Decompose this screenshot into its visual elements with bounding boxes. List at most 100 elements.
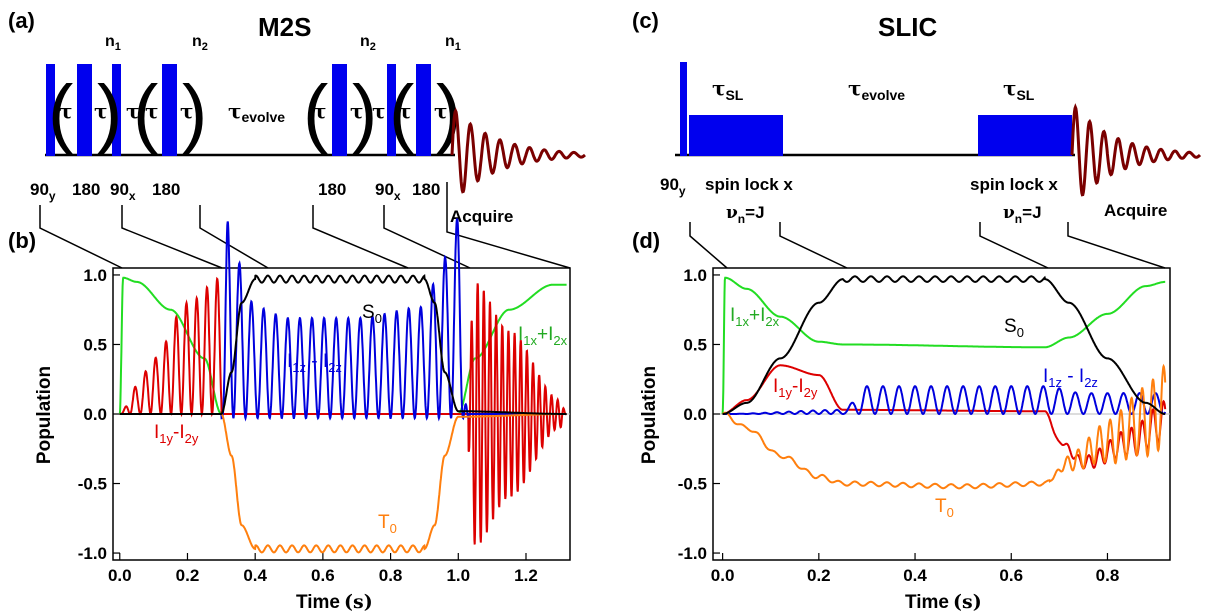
connector-c4 xyxy=(1067,222,1166,269)
tau-sl-1: τSL xyxy=(712,76,744,103)
label-90y-c: 90y xyxy=(660,175,686,198)
panel-a-title: M2S xyxy=(258,12,311,42)
ytick-label: -0.5 xyxy=(678,475,707,494)
ylabel-d: Population xyxy=(639,366,660,464)
plot-b-ticks: 0.0 0.2 0.4 0.6 0.8 1.0 1.2 1.0 0.5 0.0 -0.5 -1.0 xyxy=(78,266,538,585)
fid-signal-a xyxy=(450,107,586,194)
label-acquire-a: Acquire xyxy=(450,207,513,226)
spin-lock-block-2 xyxy=(978,115,1072,156)
ytick-label: 1.0 xyxy=(83,266,107,285)
connector-a1 xyxy=(39,205,123,269)
label-90x-a2: 90x xyxy=(375,180,401,203)
legend-d-Iy: I1y-I2y xyxy=(773,376,818,400)
xtick-label: 0.2 xyxy=(807,566,831,585)
bracket-close-2: ) xyxy=(182,70,207,155)
connector-a3 xyxy=(199,205,269,269)
tau-a6: τ xyxy=(313,99,326,123)
tau-a3: τ xyxy=(126,99,139,123)
label-180-a4: 180 xyxy=(412,180,440,199)
series-d-T0 xyxy=(721,363,1167,490)
panel-c-letter: (c) xyxy=(632,8,659,33)
xlabel-b: Time (s) xyxy=(296,591,373,613)
legend-d-T0: T0 xyxy=(935,496,954,520)
label-nu-2: νn=J xyxy=(1003,203,1042,226)
panel-c-title: SLIC xyxy=(878,12,937,42)
xtick-label: 0.4 xyxy=(903,566,927,585)
n2-label-b: n2 xyxy=(360,33,376,53)
panel-b-letter: (b) xyxy=(8,228,36,253)
bracket-open-2: ( xyxy=(133,70,158,155)
tau-evolve-a: τevolve xyxy=(228,99,285,125)
series-d-Ix xyxy=(721,276,1166,415)
n1-label-a: n1 xyxy=(105,33,121,53)
bracket-close-1: ) xyxy=(97,70,122,155)
legend-b-T0: T0 xyxy=(378,512,397,536)
legend-b-S0: S0 xyxy=(362,302,382,326)
ytick-label: -1.0 xyxy=(678,544,707,563)
pulse-90x-a1 xyxy=(112,64,121,156)
bracket-close-3: ) xyxy=(352,70,377,155)
connector-c2 xyxy=(779,222,848,269)
connector-lines xyxy=(39,205,1166,269)
xtick-label: 1.0 xyxy=(446,566,470,585)
ytick-label: 1.0 xyxy=(683,266,707,285)
label-180-a2: 180 xyxy=(152,180,180,199)
bracket-open-3: ( xyxy=(303,70,328,155)
slic-sequence: τSL τSL τevolve 90y spin lock x spin loc… xyxy=(660,62,1202,226)
tau-a1: τ xyxy=(59,99,72,123)
legend-d-Iz: I1z - I2z xyxy=(1043,366,1098,390)
bracket-open-4: ( xyxy=(389,70,414,155)
connector-c1 xyxy=(689,222,728,269)
label-180-a3: 180 xyxy=(318,180,346,199)
ytick-label: 0.5 xyxy=(83,335,107,354)
label-90x-a1: 90x xyxy=(110,180,136,203)
spin-lock-block-1 xyxy=(689,115,783,156)
plot-d: 0.0 0.2 0.4 0.6 0.8 1.0 0.5 0.0 -0.5 -1.0 S0 T0 I… xyxy=(639,266,1171,613)
panel-d-letter: (d) xyxy=(632,228,660,253)
tau-a9: τ xyxy=(398,99,411,123)
pulse-90y-a xyxy=(46,64,55,156)
label-nu-1: νn=J xyxy=(726,203,765,226)
series-b-S0 xyxy=(119,274,567,415)
plot-d-ticks: 0.0 0.2 0.4 0.6 0.8 1.0 0.5 0.0 -0.5 -1.0 xyxy=(678,266,1120,585)
pulse-180-1 xyxy=(77,64,92,156)
ytick-label: -0.5 xyxy=(78,475,107,494)
ylabel-b: Population xyxy=(34,366,55,464)
tau-a10: τ xyxy=(434,99,447,123)
xtick-label: 0.6 xyxy=(999,566,1023,585)
series-d-Iz xyxy=(722,385,1167,416)
label-spinlock-1: spin lock x xyxy=(705,175,793,194)
n2-label-a: n2 xyxy=(192,33,208,53)
connector-a2 xyxy=(121,205,223,269)
legend-b-Iz: I1z - I2z xyxy=(287,351,342,375)
label-90y-a: 90y xyxy=(30,180,56,203)
xtick-label: 0.0 xyxy=(108,566,132,585)
ytick-label: 0.5 xyxy=(683,335,707,354)
ytick-label: -1.0 xyxy=(78,544,107,563)
panel-a-letter: (a) xyxy=(8,8,35,33)
pulse-90x-a2 xyxy=(387,64,396,156)
m2s-sequence: ( ) ( ) ( ) ( ) τ τ τ τ τ τ τ τ τ τ τevo… xyxy=(30,33,586,226)
legend-b-Iy: I1y-I2y xyxy=(154,422,199,446)
tau-a5: τ xyxy=(180,99,193,123)
pulse-180-2 xyxy=(162,64,177,156)
xlabel-d: Time (s) xyxy=(905,591,982,613)
tau-evolve-c: τevolve xyxy=(848,76,905,103)
tau-a4: τ xyxy=(145,99,158,123)
tau-a7: τ xyxy=(350,99,363,123)
legend-d-S0: S0 xyxy=(1004,316,1024,340)
tau-a8: τ xyxy=(372,99,385,123)
label-spinlock-2: spin lock x xyxy=(970,175,1058,194)
pulse-90y-c xyxy=(680,62,687,156)
xtick-label: 0.6 xyxy=(311,566,335,585)
legend-b-Ix: I1x+I2x xyxy=(518,324,568,348)
xtick-label: 0.2 xyxy=(176,566,200,585)
xtick-label: 0.8 xyxy=(1096,566,1120,585)
connector-c3 xyxy=(979,222,1049,269)
tau-a2: τ xyxy=(94,99,107,123)
series-d-Iy xyxy=(722,364,1167,470)
ytick-label: 0.0 xyxy=(83,405,107,424)
bracket-open-1: ( xyxy=(48,70,73,155)
series-d-S0 xyxy=(722,275,1166,415)
connector-a5 xyxy=(383,205,471,269)
